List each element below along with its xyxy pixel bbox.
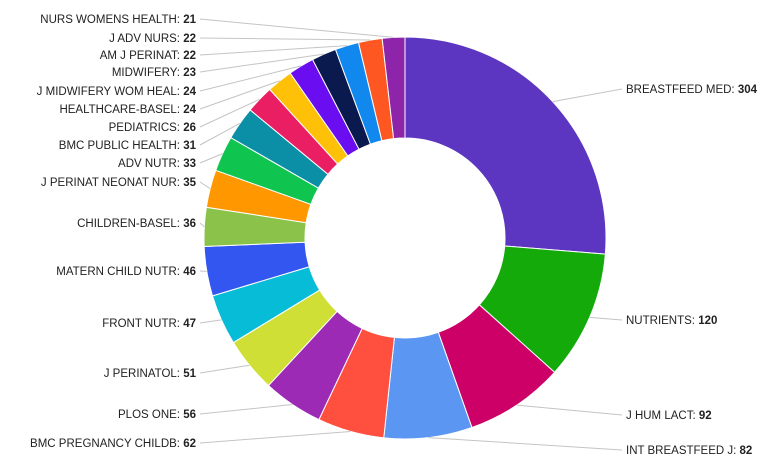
data-label-name: NURS WOMENS HEALTH: [40,14,183,26]
data-label-value: 36 [183,218,196,230]
data-label-value: 47 [183,318,196,330]
data-label: NUTRIENTS: 120 [626,315,717,327]
data-label-value: 304 [738,84,758,96]
data-label-name: AM J PERINAT: [100,50,184,62]
leader-line [199,80,280,110]
data-label: BMC PREGNANCY CHILDB: 62 [30,438,196,450]
leader-line [589,316,623,321]
leader-line [552,88,623,103]
data-label-value: 24 [183,104,196,116]
data-label-name: PEDIATRICS: [109,122,184,134]
data-label-value: 22 [183,33,196,45]
leader-line [199,404,293,415]
data-label-value: 21 [183,14,196,26]
data-label-name: BREASTFEED MED: [626,84,738,96]
data-label: BREASTFEED MED: 304 [626,84,758,96]
data-label-name: INT BREASTFEED J: [626,445,740,457]
data-label-value: 120 [698,315,717,327]
leader-line [199,122,241,146]
data-label: CHILDREN-BASEL: 36 [77,218,196,230]
data-label-name: J ADV NURS: [109,33,183,45]
data-label: NURS WOMENS HEALTH: 21 [40,14,196,26]
slice-breastfeed-med [404,36,607,255]
data-label-name: J MIDWIFERY WOM HEAL: [37,86,184,98]
data-label-name: BMC PUBLIC HEALTH: [59,140,183,152]
data-label-value: 82 [740,445,753,457]
data-label-value: 31 [183,140,196,152]
data-label-value: 35 [183,177,196,189]
data-label: PLOS ONE: 56 [118,409,196,421]
data-label-value: 24 [183,86,196,98]
labels-group: BREASTFEED MED: 304 NUTRIENTS: 120 J HUM L… [30,14,758,457]
data-label: FRONT NUTR: 47 [102,318,196,330]
data-label-name: FRONT NUTR: [102,318,183,330]
leader-line [199,65,302,92]
slices-group [203,36,607,440]
data-label: BMC PUBLIC HEALTH: 31 [59,140,197,152]
data-label-value: 51 [183,368,196,380]
data-label-name: BMC PREGNANCY CHILDB: [30,438,183,450]
leader-line [199,45,347,56]
leader-line [199,222,205,228]
data-label-value: 33 [183,158,196,170]
data-label-value: 56 [183,409,196,421]
leader-line [199,153,223,164]
data-label: J PERINATOL: 51 [104,368,197,380]
data-label-name: PLOS ONE: [118,409,183,421]
data-label-value: 92 [699,410,712,422]
data-label-name: CHILDREN-BASEL: [77,218,183,230]
leader-line [199,37,371,41]
data-label-value: 46 [183,266,196,278]
leader-line [199,53,324,73]
data-label: MIDWIFERY: 23 [112,67,196,79]
leader-lines-group [199,18,623,451]
data-label-value: 22 [183,50,196,62]
data-label-value: 23 [183,67,196,79]
data-label: MATERN CHILD NUTR: 46 [56,266,196,278]
data-label: ADV NUTR: 33 [118,158,196,170]
leader-line [199,98,260,128]
leader-line [199,364,250,374]
data-label-name: ADV NUTR: [118,158,183,170]
data-label-name: HEALTHCARE-BASEL: [59,104,183,116]
data-label: J HUM LACT: 92 [626,410,712,422]
leader-line [199,18,394,38]
slice-nurs-womens-health [381,36,406,140]
data-label-name: MIDWIFERY: [112,67,183,79]
data-label: AM J PERINAT: 22 [100,50,196,62]
data-label-name: J PERINAT NEONAT NUR: [41,177,183,189]
leader-line [428,437,623,451]
data-label-value: 62 [183,438,196,450]
data-label: J ADV NURS: 22 [109,33,196,45]
data-label-name: MATERN CHILD NUTR: [56,266,183,278]
data-label: INT BREASTFEED J: 82 [626,445,752,457]
data-label-name: J HUM LACT: [626,410,699,422]
data-label-name: NUTRIENTS: [626,315,698,327]
leader-line [199,181,211,189]
leader-line [516,404,623,416]
leader-line [199,319,222,324]
data-label: J MIDWIFERY WOM HEAL: 24 [37,86,197,98]
data-label: HEALTHCARE-BASEL: 24 [59,104,196,116]
data-label-name: J PERINATOL: [104,368,183,380]
data-label-value: 26 [183,122,196,134]
data-label: PEDIATRICS: 26 [109,122,196,134]
leader-line [199,430,351,444]
data-label: J PERINAT NEONAT NUR: 35 [41,177,197,189]
